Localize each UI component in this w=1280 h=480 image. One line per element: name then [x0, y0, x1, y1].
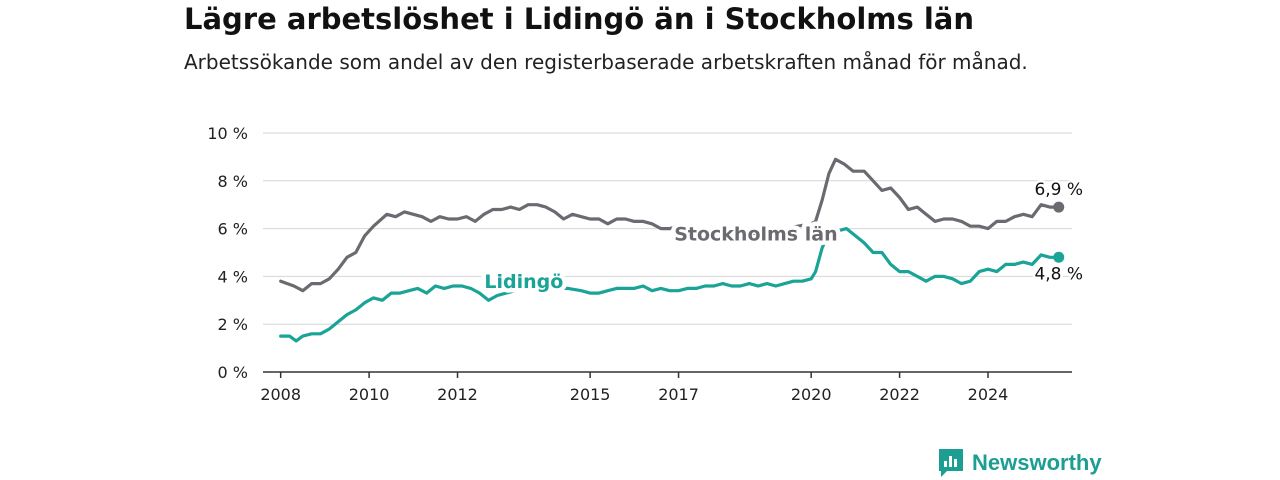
y-tick-label: 8 % — [218, 172, 248, 191]
x-tick-label: 2020 — [791, 385, 832, 404]
end-marker-lidingo — [1053, 251, 1065, 263]
x-tick-label: 2012 — [437, 385, 478, 404]
y-tick-label: 6 % — [218, 220, 248, 239]
brand-logo: Newsworthy — [938, 448, 1102, 478]
end-value-label-lidingo: 4,8 % — [1034, 264, 1083, 284]
chart-title: Lägre arbetslöshet i Lidingö än i Stockh… — [184, 2, 975, 36]
series-line-lidingo — [279, 227, 1061, 343]
x-tick-label: 2008 — [260, 385, 301, 404]
x-tick-label: 2017 — [658, 385, 699, 404]
y-tick-label: 10 % — [207, 124, 248, 143]
series-label-lidingo: Lidingö — [484, 271, 563, 293]
newsworthy-chart-bubble-icon — [939, 449, 963, 477]
y-tick-label: 4 % — [218, 267, 248, 286]
end-marker-stockholms-lan — [1053, 201, 1065, 213]
y-tick-label: 2 % — [218, 315, 248, 334]
y-tick-label: 0 % — [218, 363, 248, 382]
x-tick-label: 2010 — [349, 385, 390, 404]
end-value-label-stockholms-lan: 6,9 % — [1034, 180, 1083, 200]
x-tick-label: 2022 — [879, 385, 920, 404]
x-tick-label: 2024 — [968, 385, 1009, 404]
series-label-stockholms-lan: Stockholms län — [674, 223, 837, 245]
series-line-stockholms-lan — [279, 157, 1061, 293]
brand-name: Newsworthy — [972, 450, 1102, 475]
chart-subtitle: Arbetssökande som andel av den registerb… — [184, 50, 1028, 74]
x-tick-label: 2015 — [570, 385, 611, 404]
